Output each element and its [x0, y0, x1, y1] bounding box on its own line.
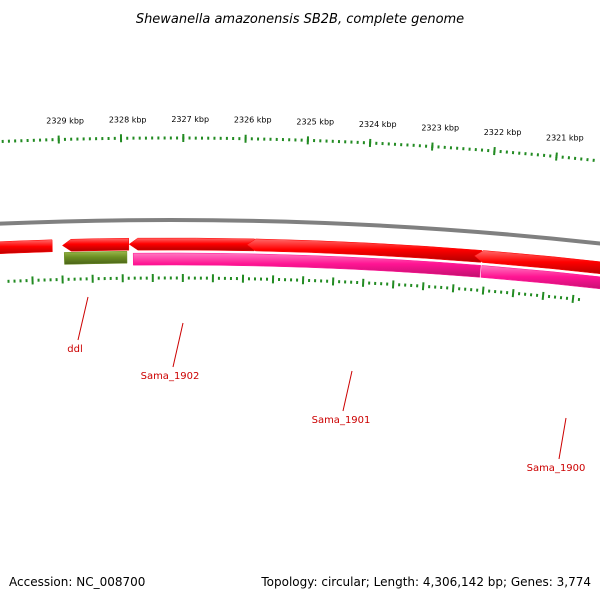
ruler-label: 2328 kbp [109, 115, 147, 124]
gene-labels: ddl Sama_1902 Sama_1901 Sama_1900 [67, 296, 586, 474]
ruler-major-tick [431, 142, 434, 151]
map-title: Shewanella amazonensis SB2B, complete ge… [136, 12, 464, 27]
ruler-label: 2323 kbp [421, 124, 459, 133]
label-leader-line [172, 322, 184, 368]
gene-ddl[interactable] [63, 250, 128, 265]
gene-label-sama_1901[interactable]: Sama_1901 [312, 415, 371, 426]
gene-feature[interactable] [0, 239, 53, 255]
ruler-label: 2326 kbp [234, 116, 272, 125]
inner-tick [421, 282, 425, 291]
genome-summary-text: Topology: circular; Length: 4,306,142 bp… [260, 575, 591, 589]
ruler-label: 2329 kbp [46, 117, 84, 126]
inner-tick [451, 284, 455, 293]
genome-backbone [0, 218, 600, 246]
inner-tick [511, 289, 515, 298]
ruler-label: 2324 kbp [359, 120, 397, 129]
backbone-line [0, 218, 600, 246]
gene-feature[interactable] [473, 250, 600, 276]
ruler-label: 2325 kbp [296, 117, 334, 126]
gene-feature[interactable] [246, 238, 483, 263]
label-leader-line [342, 370, 353, 412]
inner-tick [571, 294, 575, 304]
inner-tick [481, 286, 485, 295]
accession-text: Accession: NC_008700 [9, 575, 145, 589]
gene-label-sama_1900[interactable]: Sama_1900 [527, 463, 586, 474]
gene-feature[interactable] [62, 237, 130, 252]
ruler-major-tick [493, 147, 496, 156]
label-leader-line [77, 296, 89, 341]
label-leader-line [558, 417, 567, 460]
gene-label-sama_1902[interactable]: Sama_1902 [141, 371, 200, 382]
ruler-major-tick [555, 152, 558, 161]
gene-label-ddl[interactable]: ddl [67, 344, 82, 355]
gene-sama_1901[interactable] [480, 265, 600, 290]
gene-sama_1902[interactable] [132, 252, 481, 278]
ruler-label: 2322 kbp [484, 128, 522, 137]
inner-tick [541, 291, 545, 300]
gene-feature[interactable] [128, 237, 255, 252]
ruler-label: 2321 kbp [546, 134, 584, 143]
ruler-label: 2327 kbp [171, 115, 209, 124]
coordinate-ruler: 2329 kbp 2328 kbp 2327 kbp 2326 kbp 2325 kbp… [1, 115, 595, 304]
gene-track [0, 237, 600, 290]
